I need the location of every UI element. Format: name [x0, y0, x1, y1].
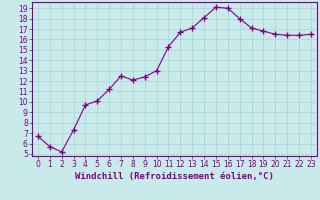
X-axis label: Windchill (Refroidissement éolien,°C): Windchill (Refroidissement éolien,°C) — [75, 172, 274, 181]
